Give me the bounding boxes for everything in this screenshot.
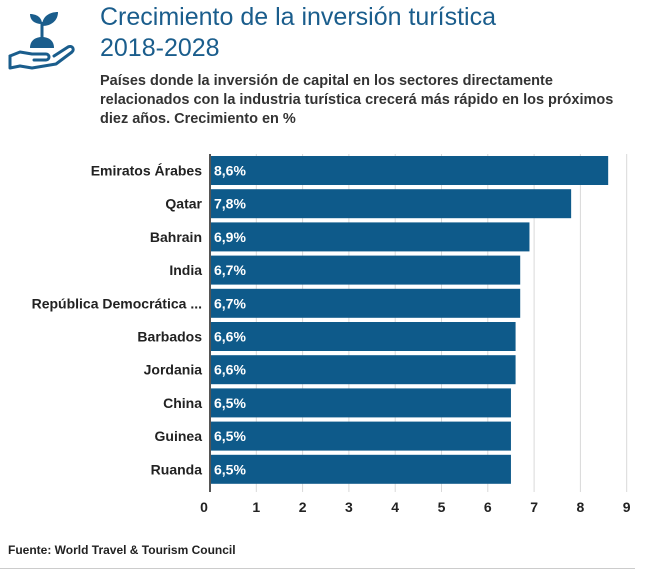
category-label: China: [163, 395, 202, 411]
category-label: Qatar: [165, 196, 202, 212]
chart-title: Crecimiento de la inversión turística 20…: [100, 2, 640, 64]
category-label: Guinea: [155, 428, 203, 444]
x-tick-label: 1: [252, 499, 260, 515]
x-tick-label: 6: [484, 499, 492, 515]
value-label: 6,5%: [214, 461, 246, 477]
category-label: Emiratos Árabes: [91, 163, 202, 179]
bar: [210, 189, 572, 219]
bar: [210, 255, 521, 285]
category-label: India: [169, 262, 202, 278]
bar: [210, 288, 521, 318]
footer-divider: [0, 568, 635, 569]
bar: [210, 222, 530, 252]
x-tick-label: 5: [438, 499, 446, 515]
bar: [210, 421, 511, 451]
value-label: 8,6%: [214, 163, 246, 179]
value-label: 6,7%: [214, 262, 246, 278]
x-tick-label: 4: [391, 499, 399, 515]
value-label: 6,7%: [214, 295, 246, 311]
title-line-2: 2018-2028: [100, 34, 220, 62]
title-line-1: Crecimiento de la inversión turística: [100, 3, 496, 31]
value-label: 6,9%: [214, 229, 246, 245]
bar: [210, 322, 516, 351]
bar: [210, 156, 609, 185]
category-label: Bahrain: [150, 229, 202, 245]
bar: [210, 454, 511, 484]
source-note: Fuente: World Travel & Tourism Council: [8, 543, 236, 557]
x-tick-label: 2: [299, 499, 307, 515]
chart-subtitle: Países donde la inversión de capital en …: [100, 73, 614, 127]
x-tick-label: 8: [577, 499, 585, 515]
bar: [210, 355, 516, 385]
plant-in-hand-icon: [8, 12, 75, 70]
category-label: República Democrática ...: [32, 295, 202, 311]
value-label: 7,8%: [214, 196, 246, 212]
bar: [210, 388, 511, 418]
category-label: Barbados: [137, 329, 202, 345]
x-tick-label: 0: [200, 499, 208, 515]
value-label: 6,6%: [214, 329, 246, 345]
value-label: 6,5%: [214, 395, 246, 411]
category-label: Ruanda: [151, 461, 203, 477]
value-label: 6,6%: [214, 362, 246, 378]
x-tick-label: 7: [530, 499, 538, 515]
category-label: Jordania: [144, 362, 203, 378]
value-label: 6,5%: [214, 428, 246, 444]
x-tick-label: 3: [345, 499, 353, 515]
bar-chart: 8,6% Emiratos Árabes 7,8% Qatar 6,9% Bahrain 6…: [32, 154, 631, 515]
x-tick-label: 9: [623, 499, 631, 515]
